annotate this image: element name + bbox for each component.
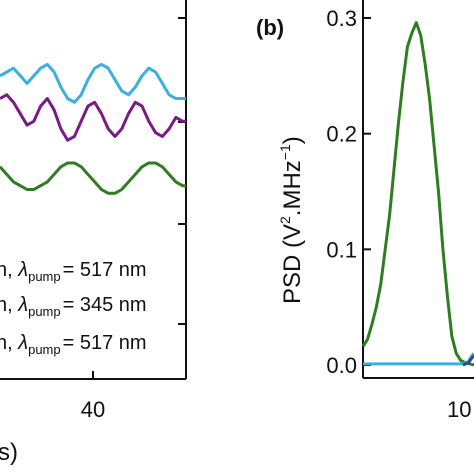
panel-b-series-line-3 (462, 354, 474, 367)
panel-a-xlabel: s) (0, 439, 18, 466)
panel-b: (b) PSD (V2.MHz−1) 0.0 0.1 0.2 0.3 10 (256, 0, 474, 422)
panel-a: 40 s) n, λpump = 517 nm n, λpump = 345 nm … (0, 0, 187, 466)
legend-entry-2-value: = 345 nm (63, 294, 147, 316)
legend-entry-1: n, λpump = 517 nm (0, 259, 147, 284)
panel-b-lines (361, 21, 474, 367)
panel-b-ylabel: PSD (V2.MHz−1) (277, 136, 306, 304)
legend-entry-3-value: = 517 nm (63, 332, 147, 354)
panel-b-ytick-label: 0.1 (326, 237, 357, 262)
legend-entry-1-sub: pump (28, 269, 61, 284)
panel-a-series-line-3 (0, 161, 186, 195)
panel-b-xtick-label: 10 (447, 397, 471, 422)
panel-b-ytick-label: 0.3 (326, 6, 357, 31)
panel-a-xtick-label: 40 (81, 397, 105, 422)
panel-a-lines (0, 62, 186, 195)
panel-b-series-line-1 (361, 21, 474, 367)
legend-entry-2-prefix: n, (0, 294, 18, 316)
legend-entry-3-prefix: n, (0, 332, 18, 354)
panel-b-yticks: 0.0 0.1 0.2 0.3 (326, 6, 371, 378)
legend-entry-3: n, λpump = 517 nm (0, 332, 147, 357)
legend-entry-2: n, λpump = 345 nm (0, 294, 147, 319)
panel-a-legend: n, λpump = 517 nm n, λpump = 345 nm n, λpu… (0, 259, 147, 357)
legend-entry-2-sub: pump (28, 304, 61, 319)
panel-a-series-line-2 (0, 93, 186, 142)
panel-b-label: (b) (256, 15, 284, 40)
legend-entry-1-prefix: n, (0, 259, 18, 281)
panel-b-ytick-label: 0.2 (326, 122, 357, 147)
panel-a-series-line-1 (0, 62, 186, 104)
panel-b-ytick-label: 0.0 (326, 353, 357, 378)
legend-entry-3-sub: pump (28, 342, 61, 357)
legend-entry-1-value: = 517 nm (63, 259, 147, 281)
